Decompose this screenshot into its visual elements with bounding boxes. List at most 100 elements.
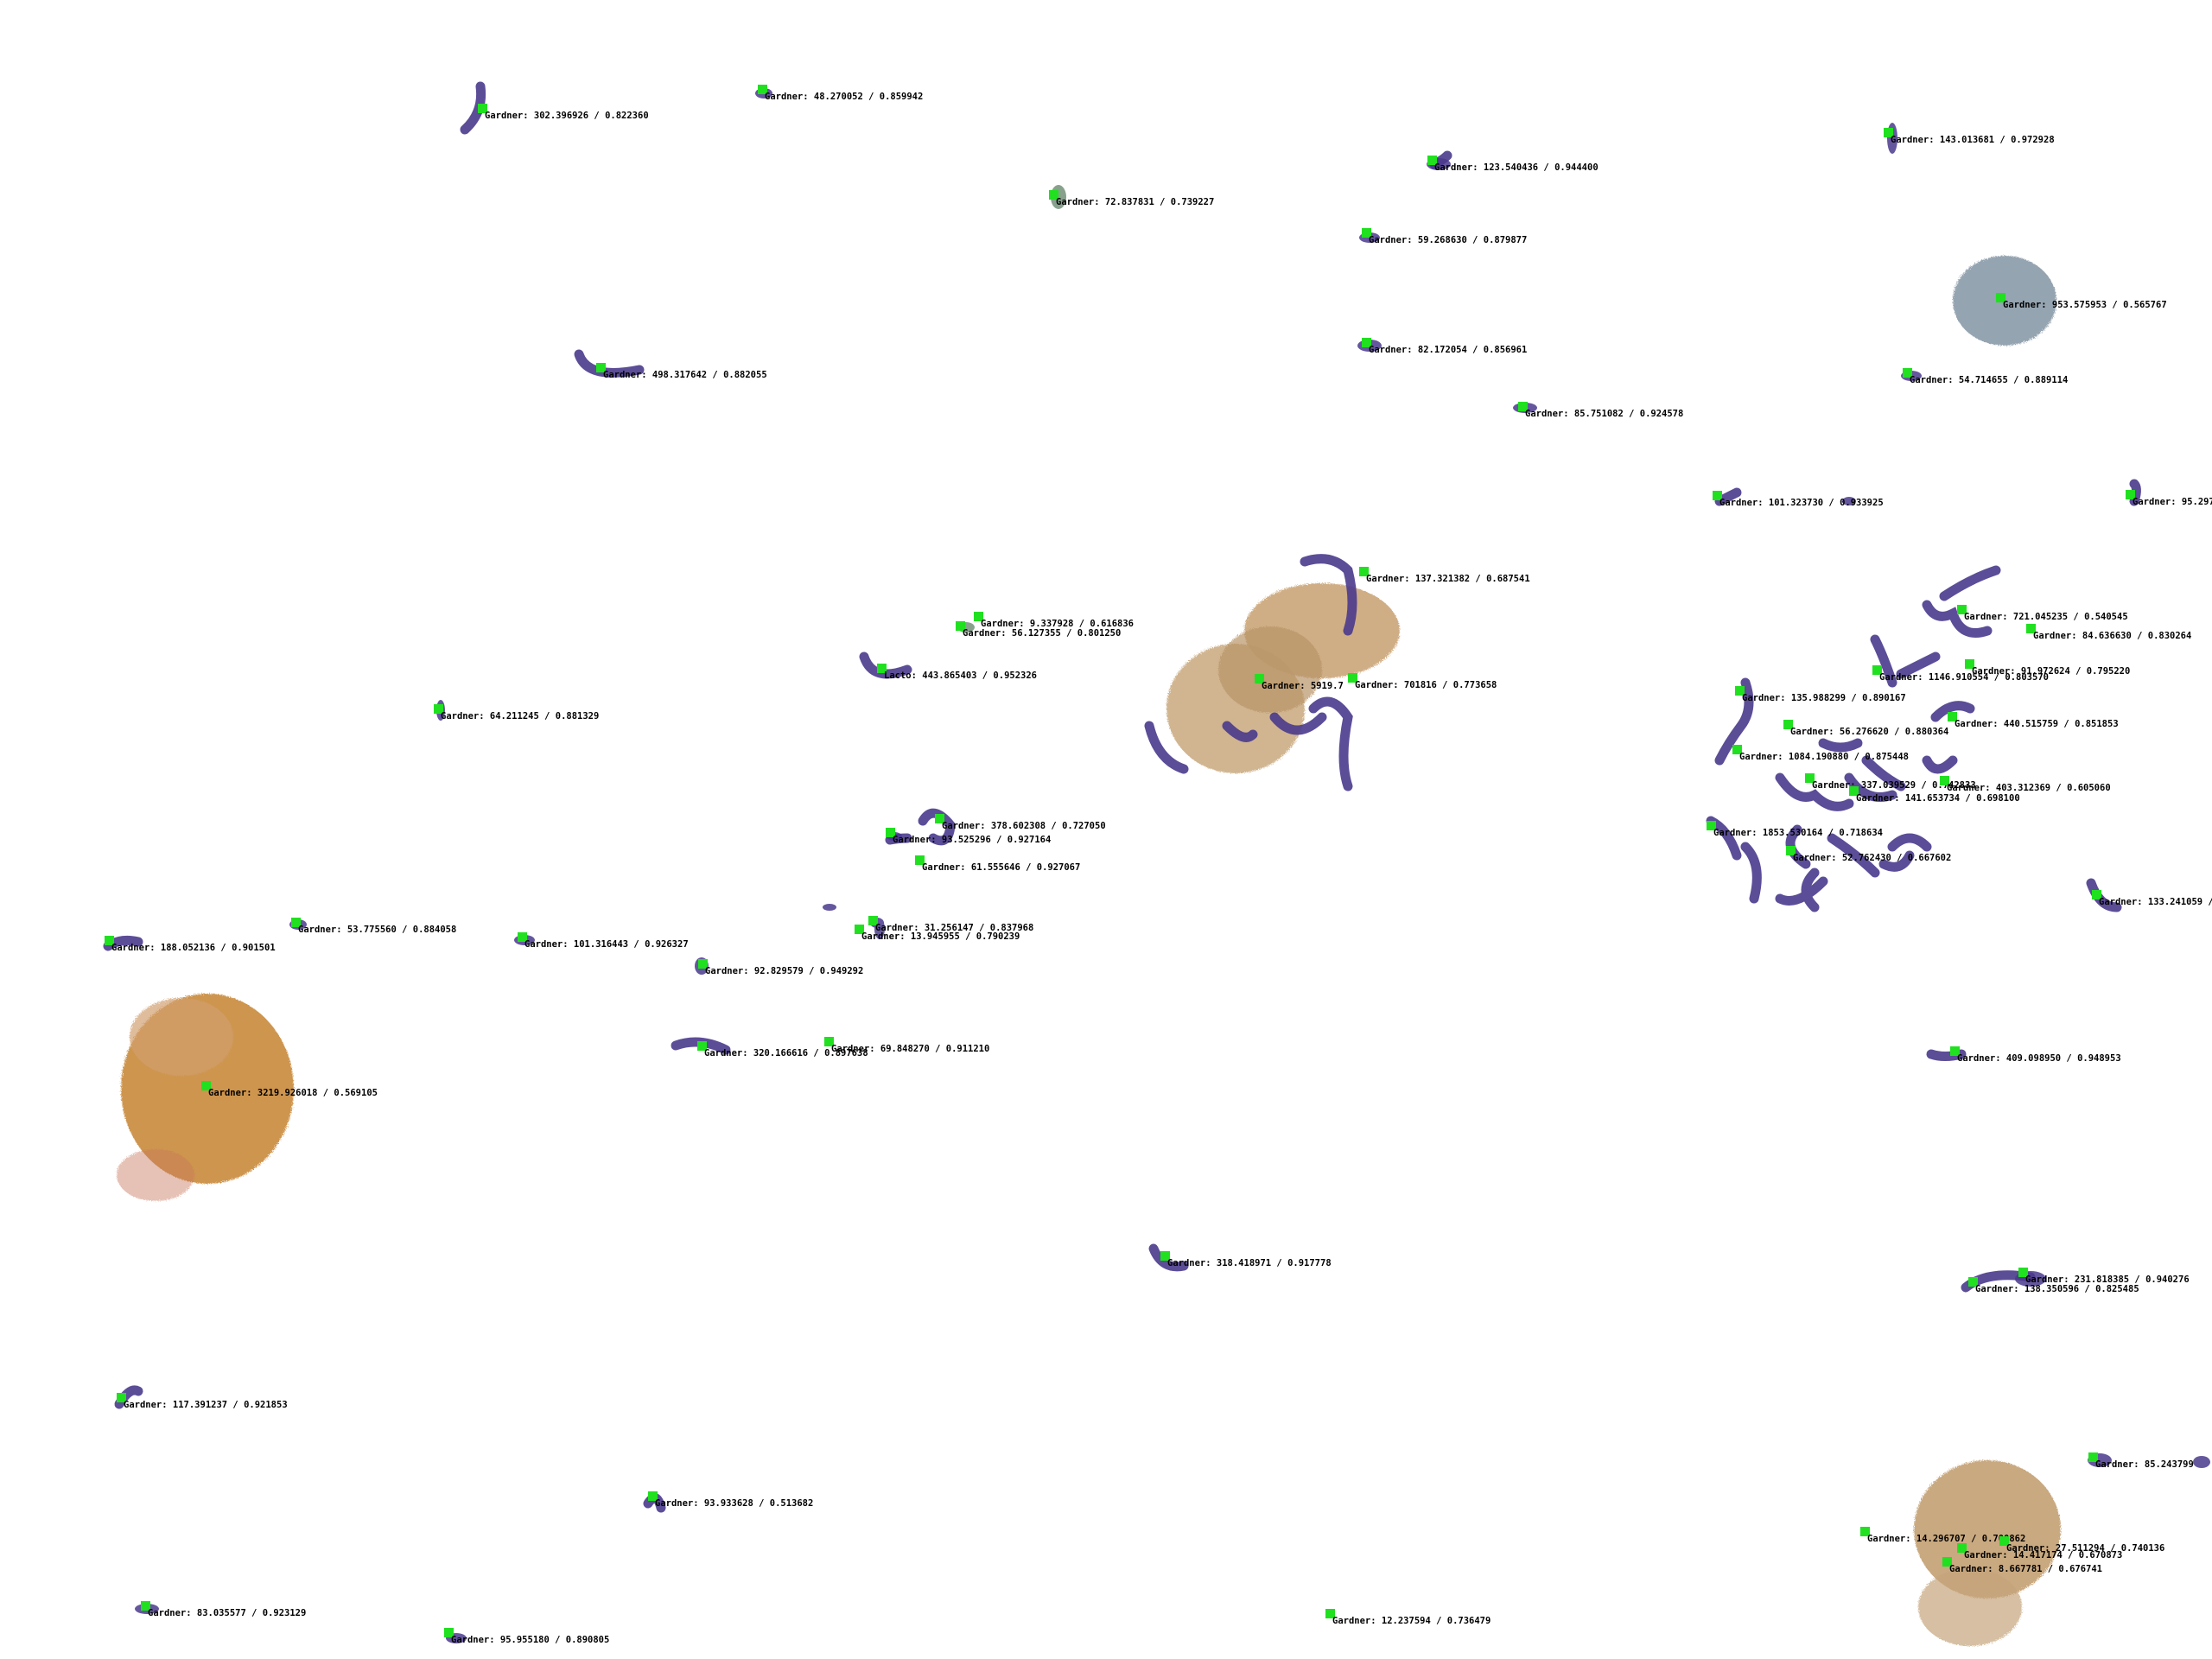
- marker-square: [1805, 773, 1815, 783]
- marker-square: [1940, 776, 1949, 785]
- detection-label: Gardner: 440.515759 / 0.851853: [1948, 712, 2119, 729]
- marker-square: [1884, 128, 1893, 137]
- marker-square: [1999, 1536, 2009, 1546]
- marker-square: [758, 85, 767, 94]
- detection-label: Gardner: 101.316443 / 0.926327: [518, 932, 689, 950]
- detection-label: Gardner: 85.243799: [2088, 1452, 2194, 1470]
- marker-square: [2092, 890, 2101, 899]
- detection-label: Gardner: 82.172054 / 0.856961: [1362, 338, 1527, 355]
- detection-label: Gardner: 27.511294 / 0.740136: [1999, 1536, 2164, 1554]
- detection-label: Gardner: 14.296707 / 0.700862: [1860, 1527, 2025, 1544]
- detection-label: Gardner: 56.127355 / 0.801250: [956, 621, 1121, 639]
- detection-label: Gardner: 8.667781 / 0.676741: [1942, 1557, 2102, 1574]
- detection-label: Gardner: 83.035577 / 0.923129: [141, 1601, 306, 1618]
- marker-square: [1965, 659, 1974, 669]
- detection-label: Gardner: 135.988299 / 0.890167: [1735, 686, 1906, 703]
- detection-label: Gardner: 69.848270 / 0.911210: [824, 1037, 989, 1054]
- marker-square: [1427, 156, 1437, 165]
- marker-square: [1732, 745, 1742, 754]
- marker-square: [824, 1037, 834, 1046]
- marker-square: [2018, 1268, 2028, 1277]
- marker-square: [1713, 491, 1722, 500]
- detection-label: Gardner: 13.945955 / 0.790239: [855, 925, 1020, 942]
- detection-label: Gardner: 701816 / 0.773658: [1348, 673, 1497, 690]
- detection-label: Gardner: 318.418971 / 0.917778: [1160, 1251, 1332, 1268]
- detection-label: Lacto: 443.865403 / 0.952326: [877, 664, 1037, 681]
- detection-label: Gardner: 403.312369 / 0.605060: [1940, 776, 2111, 793]
- detection-label: Gardner: 64.211245 / 0.881329: [434, 704, 599, 721]
- marker-square: [2026, 624, 2036, 633]
- marker-square: [1735, 686, 1745, 696]
- detection-label: Gardner: 1146.910554 / 0.803570: [1872, 665, 2049, 683]
- clump-center: [1166, 583, 1400, 773]
- marker-square: [478, 104, 487, 113]
- marker-square: [1942, 1557, 1952, 1567]
- detection-label: Gardner: 721.045235 / 0.540545: [1957, 605, 2128, 622]
- detection-label: Gardner: 12.237594 / 0.736479: [1325, 1609, 1491, 1626]
- detection-label: Gardner: 95.2970: [2126, 490, 2212, 507]
- marker-square: [434, 704, 443, 714]
- detection-label: Gardner: 9.337928 / 0.616836: [974, 612, 1134, 629]
- marker-square: [1362, 338, 1371, 347]
- detection-label: Gardner: 59.268630 / 0.879877: [1362, 228, 1527, 245]
- marker-square: [518, 932, 527, 942]
- detection-label: Gardner: 101.323730 / 0.933925: [1713, 491, 1884, 508]
- marker-square: [697, 1041, 707, 1051]
- marker-square: [698, 959, 708, 969]
- detection-label: Gardner: 231.818385 / 0.940276: [2018, 1268, 2190, 1285]
- detection-label: Gardner: 1084.190880 / 0.875448: [1732, 745, 1909, 762]
- marker-square: [1325, 1609, 1335, 1618]
- marker-square: [1903, 368, 1912, 378]
- detection-label: Gardner: 31.256147 / 0.837968: [868, 916, 1033, 933]
- detection-label: Gardner: 188.052136 / 0.901501: [105, 936, 276, 953]
- marker-square: [2088, 1452, 2098, 1462]
- marker-square: [291, 918, 301, 927]
- marker-square: [1948, 712, 1957, 721]
- detection-label: Gardner: 14.417174 / 0.670873: [1957, 1543, 2122, 1560]
- marker-square: [1957, 605, 1967, 614]
- detection-label: Gardner: 138.350596 / 0.825485: [1968, 1277, 2139, 1294]
- detection-label: Gardner: 123.540436 / 0.944400: [1427, 156, 1599, 173]
- marker-square: [1957, 1543, 1967, 1553]
- marker-square: [2126, 490, 2135, 499]
- marker-square: [956, 621, 965, 631]
- detection-label: Gardner: 54.714655 / 0.889114: [1903, 368, 2068, 385]
- marker-square: [915, 855, 925, 865]
- detection-label: Gardner: 143.013681 / 0.972928: [1884, 128, 2055, 145]
- detection-label: Gardner: 95.955180 / 0.890805: [444, 1628, 609, 1645]
- marker-square: [1783, 720, 1793, 729]
- marker-square: [1348, 673, 1357, 683]
- detection-label: Gardner: 409.098950 / 0.948953: [1950, 1046, 2121, 1064]
- marker-square: [1996, 293, 2005, 302]
- marker-square: [868, 916, 878, 925]
- detection-label: Gardner: 93.933628 / 0.513682: [648, 1491, 813, 1509]
- detection-label: Gardner: 953.575953 / 0.565767: [1996, 293, 2167, 310]
- marker-square: [1872, 665, 1882, 675]
- detection-label: Gardner: 320.166616 / 0.897638: [697, 1041, 868, 1058]
- detection-label: Gardner: 5919.7: [1255, 674, 1344, 691]
- detection-label: Gardner: 72.837831 / 0.739227: [1049, 190, 1214, 207]
- greenish-specks: [957, 185, 1066, 632]
- detection-label: Gardner: 137.321382 / 0.687541: [1359, 567, 1530, 584]
- detection-label: Gardner: 337.039529 / 0.742833: [1805, 773, 1976, 791]
- detection-label: Gardner: 61.555646 / 0.927067: [915, 855, 1080, 873]
- marker-square: [596, 363, 606, 372]
- marker-square: [117, 1393, 126, 1402]
- detection-label: Gardner: 3219.926018 / 0.569105: [201, 1081, 378, 1098]
- marker-square: [1359, 567, 1369, 576]
- marker-square: [1707, 821, 1716, 830]
- marker-square: [201, 1081, 211, 1090]
- marker-square: [1860, 1527, 1870, 1536]
- marker-square: [1786, 846, 1796, 855]
- marker-square: [1160, 1251, 1170, 1261]
- purple-rods: [103, 81, 2141, 1513]
- marker-square: [974, 612, 983, 621]
- detection-label: Gardner: 302.396926 / 0.822360: [478, 104, 649, 121]
- marker-square: [1049, 190, 1058, 200]
- detection-label: Gardner: 85.751082 / 0.924578: [1518, 402, 1683, 419]
- marker-square: [877, 664, 887, 673]
- detection-label: Gardner: 53.775560 / 0.884058: [291, 918, 456, 935]
- marker-square: [1255, 674, 1264, 683]
- marker-square: [105, 936, 114, 945]
